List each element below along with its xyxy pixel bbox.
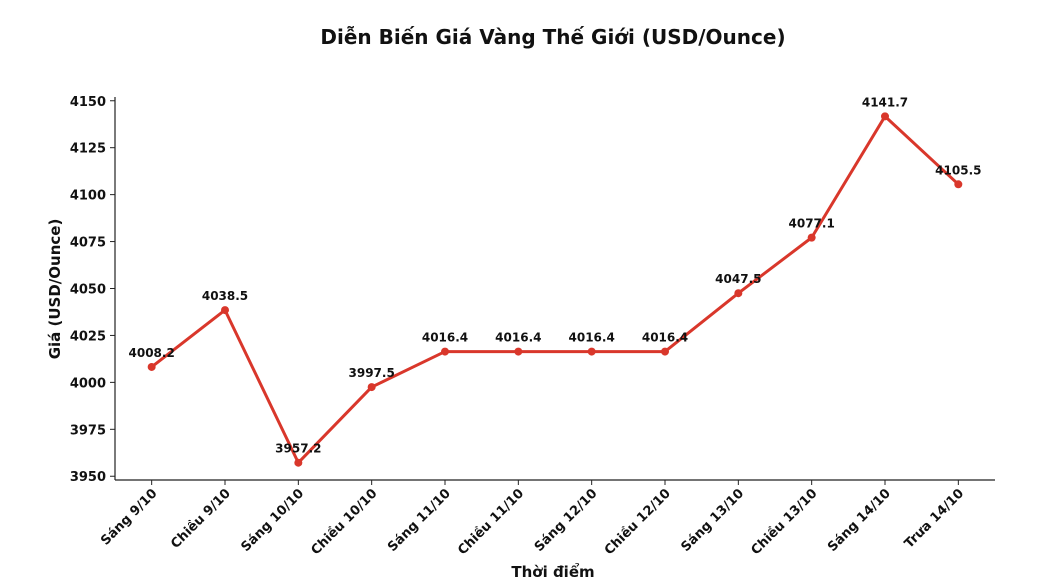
point	[734, 289, 743, 298]
point	[661, 347, 669, 356]
y-tick-label: 3950	[70, 470, 106, 485]
point	[294, 458, 303, 467]
x-tick-label: Chiều 12/10	[602, 486, 674, 558]
y-tick-label: 4100	[70, 189, 106, 204]
y-tick-label: 4025	[70, 329, 106, 344]
data-label: 4016.4	[569, 331, 615, 345]
y-tick-label: 3975	[70, 423, 106, 438]
data-label: 4077.1	[789, 217, 835, 231]
y-tick-label: 4075	[70, 236, 106, 251]
data-label: 4141.7	[862, 95, 908, 109]
x-tick-label: Sáng 9/10	[98, 486, 160, 548]
data-label: 4016.4	[495, 331, 541, 345]
x-tick-label: Trưa 14/10	[902, 486, 967, 551]
data-label: 3997.5	[349, 366, 395, 380]
x-tick-label: Chiều 13/10	[749, 486, 821, 558]
data-label: 4047.5	[715, 272, 761, 286]
x-tick-label: Chiều 11/10	[455, 486, 527, 558]
point	[954, 180, 963, 189]
point	[221, 306, 229, 315]
y-tick-label: 4050	[70, 283, 106, 298]
data-label: 3957.2	[275, 442, 321, 456]
x-tick-label: Sáng 14/10	[825, 486, 894, 555]
point	[807, 233, 816, 242]
point	[441, 347, 449, 356]
point	[514, 347, 523, 356]
x-tick-label: Sáng 12/10	[532, 486, 601, 555]
data-label: 4038.5	[202, 289, 248, 303]
point	[881, 112, 889, 121]
x-tick-label: Sáng 11/10	[385, 486, 454, 555]
x-tick-label: Sáng 10/10	[238, 486, 307, 555]
point	[147, 362, 156, 371]
point	[587, 347, 596, 356]
y-tick-label: 4125	[70, 142, 106, 157]
x-tick-label: Chiều 10/10	[309, 486, 381, 558]
data-label: 4016.4	[422, 331, 468, 345]
x-tick-label: Chiều 9/10	[168, 486, 234, 552]
y-axis-label: Giá (USD/Ounce)	[46, 219, 64, 360]
y-tick-label: 4000	[70, 376, 106, 391]
data-label: 4105.5	[935, 163, 981, 177]
data-label: 4008.2	[129, 346, 175, 360]
x-tick-label: Sáng 13/10	[678, 486, 747, 555]
line	[150, 114, 960, 465]
point	[367, 383, 376, 392]
y-tick-label: 4150	[70, 95, 106, 110]
x-axis-label: Thời điểm	[511, 562, 594, 581]
chart-title: Diễn Biến Giá Vàng Thế Giới (USD/Ounce)	[320, 25, 785, 49]
data-label: 4016.4	[642, 331, 688, 345]
